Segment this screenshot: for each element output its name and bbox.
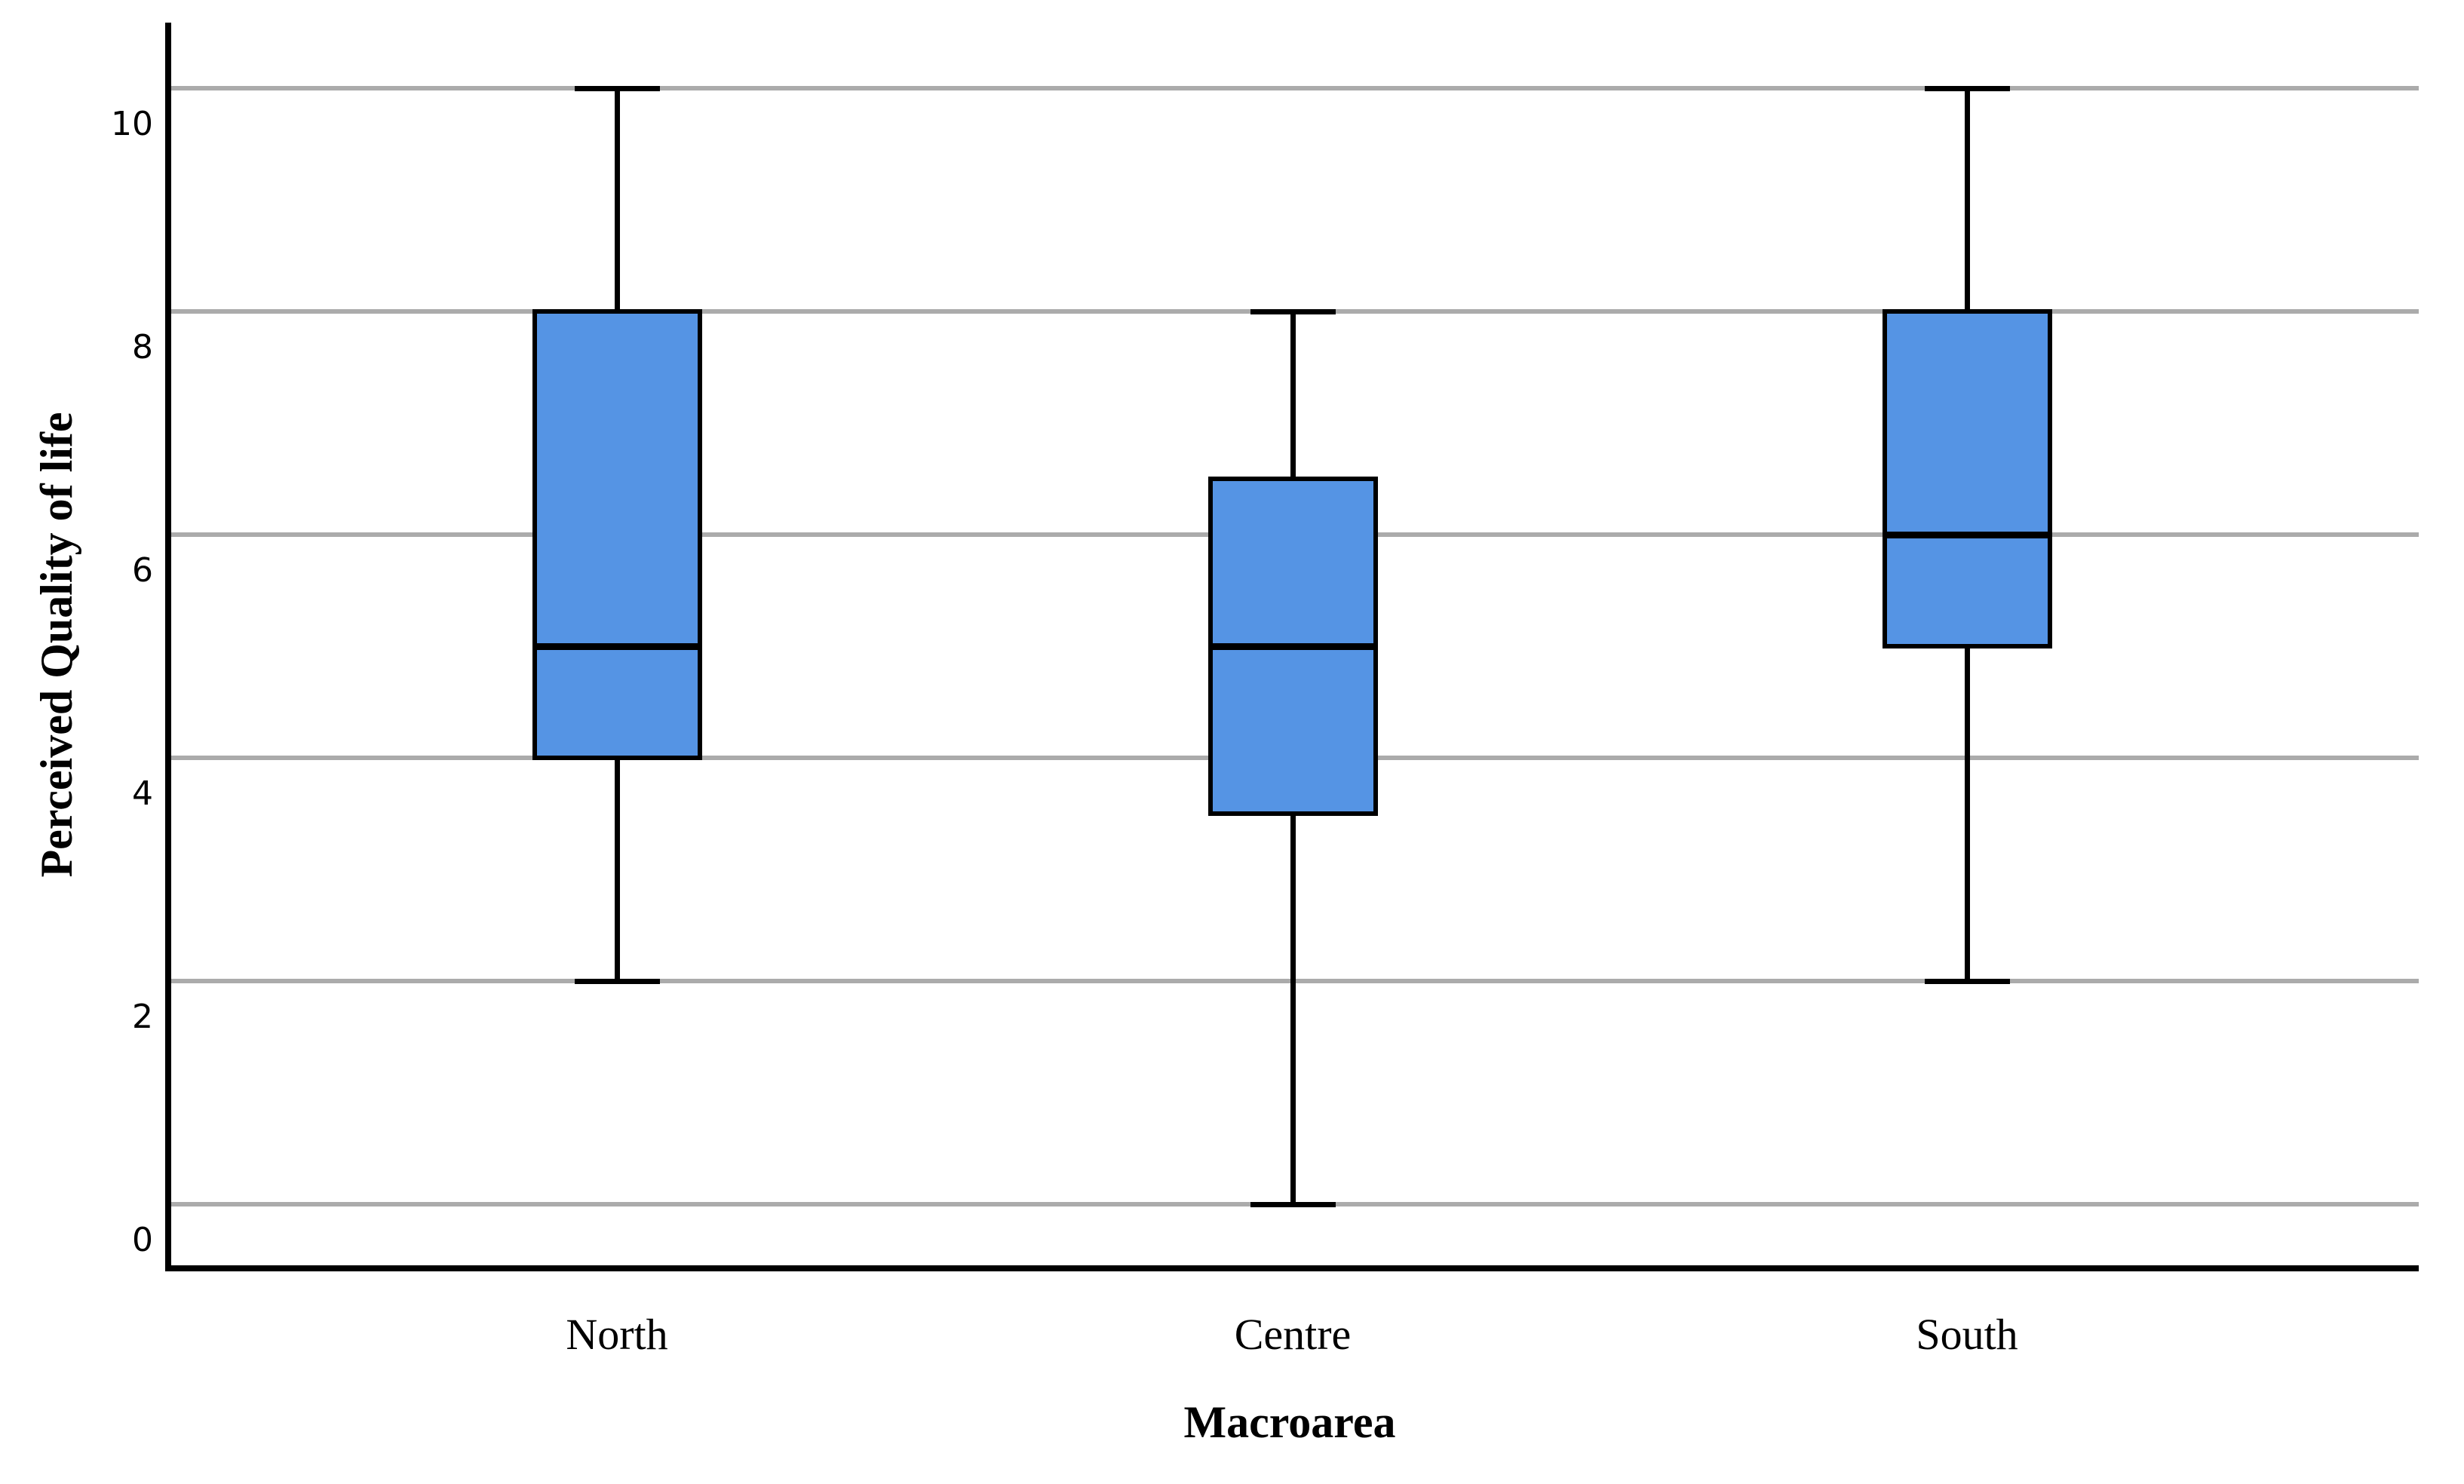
y-tick-label: 6 [132, 551, 153, 590]
upper-whisker-cap [1250, 308, 1336, 314]
iqr-box [1882, 309, 2052, 648]
upper-whisker-line [1964, 88, 1970, 311]
lower-whisker-line [1964, 646, 1970, 981]
x-category-label: Centre [1234, 1310, 1352, 1359]
median-line [1886, 531, 2048, 538]
upper-whisker-cap [574, 85, 660, 91]
upper-whisker-line [614, 88, 620, 311]
y-tick-label: 8 [132, 328, 153, 366]
x-category-label: North [566, 1310, 668, 1359]
x-category-label: South [1916, 1310, 2018, 1359]
lower-whisker-cap [574, 978, 660, 984]
x-axis-line [165, 1265, 2419, 1271]
y-tick-label: 0 [132, 1221, 153, 1259]
upper-whisker-line [1290, 311, 1296, 479]
upper-whisker-cap [1924, 85, 2010, 91]
x-axis-title: Macroarea [1183, 1397, 1396, 1447]
median-line [536, 642, 698, 650]
lower-whisker-line [1290, 814, 1296, 1204]
median-line [1212, 642, 1373, 650]
y-tick-label: 4 [132, 774, 153, 813]
lower-whisker-cap [1250, 1201, 1336, 1207]
lower-whisker-line [614, 758, 620, 981]
gridline [168, 86, 2419, 90]
y-axis-line [165, 23, 171, 1271]
lower-whisker-cap [1924, 978, 2010, 984]
y-tick-label: 2 [132, 998, 153, 1036]
y-axis-title: Perceived Quality of life [32, 412, 81, 878]
y-tick-label: 10 [111, 105, 153, 143]
iqr-box [532, 309, 702, 760]
